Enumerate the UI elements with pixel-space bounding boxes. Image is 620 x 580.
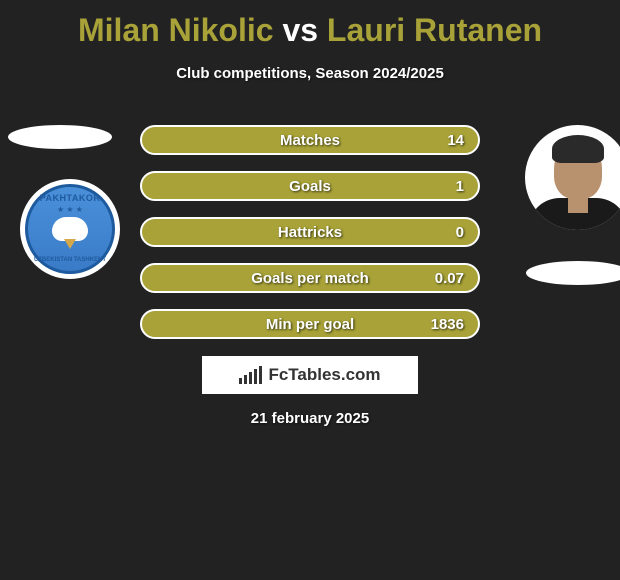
stat-label: Min per goal <box>266 316 354 333</box>
player-avatar-right <box>525 125 620 230</box>
badge-club-name: PAKHTAKOR <box>40 193 101 203</box>
stat-value: 0 <box>456 224 464 241</box>
branding-box[interactable]: FcTables.com <box>202 356 418 394</box>
stat-value: 14 <box>447 132 464 149</box>
branding-site-name: FcTables.com <box>268 365 380 385</box>
stat-label: Hattricks <box>278 224 342 241</box>
comparison-date: 21 february 2025 <box>0 410 620 427</box>
stat-label: Matches <box>280 132 340 149</box>
vs-separator: vs <box>282 12 318 48</box>
stat-value: 1836 <box>431 316 464 333</box>
comparison-title: Milan Nikolic vs Lauri Rutanen <box>0 0 620 49</box>
avatar-hair <box>552 135 604 163</box>
stat-row-min-per-goal: Min per goal 1836 <box>140 309 480 339</box>
club-badge-left: PAKHTAKOR ★ ★ ★ UZBEKISTAN TASHKENT <box>20 179 120 279</box>
chart-icon <box>239 366 262 384</box>
left-ellipse-decoration <box>8 125 112 149</box>
player1-name: Milan Nikolic <box>78 12 274 48</box>
stat-row-goals-per-match: Goals per match 0.07 <box>140 263 480 293</box>
badge-stars-icon: ★ ★ ★ <box>57 205 83 214</box>
stat-value: 0.07 <box>435 270 464 287</box>
stat-row-matches: Matches 14 <box>140 125 480 155</box>
right-ellipse-decoration <box>526 261 620 285</box>
stat-label: Goals per match <box>251 270 369 287</box>
badge-cotton-icon <box>52 217 88 241</box>
stats-container: Matches 14 Goals 1 Hattricks 0 Goals per… <box>140 125 480 355</box>
player2-name: Lauri Rutanen <box>327 12 542 48</box>
competition-subtitle: Club competitions, Season 2024/2025 <box>0 65 620 82</box>
stat-value: 1 <box>456 178 464 195</box>
stat-row-goals: Goals 1 <box>140 171 480 201</box>
club-badge-inner: PAKHTAKOR ★ ★ ★ UZBEKISTAN TASHKENT <box>25 184 115 274</box>
badge-location: UZBEKISTAN TASHKENT <box>34 257 106 263</box>
stat-label: Goals <box>289 178 331 195</box>
stat-row-hattricks: Hattricks 0 <box>140 217 480 247</box>
